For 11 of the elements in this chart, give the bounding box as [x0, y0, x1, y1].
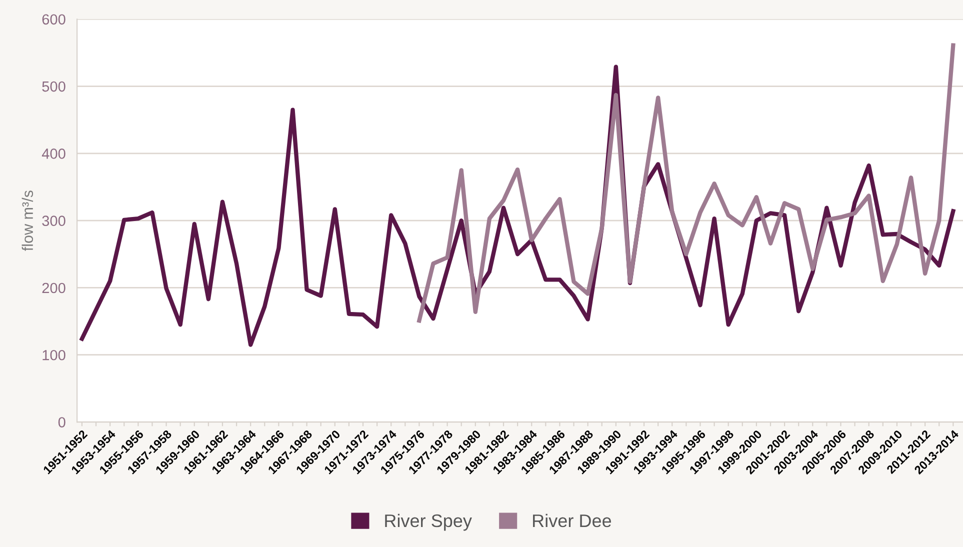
y-tick-label: 400 — [42, 148, 66, 159]
y-tick-label: 500 — [42, 81, 66, 92]
y-axis-title: flow m³/s — [22, 190, 34, 251]
y-tick-label: 100 — [42, 350, 66, 360]
y-tick-label: 0 — [58, 417, 66, 428]
legend-label: River Dee — [533, 514, 612, 528]
line-series — [417, 43, 956, 323]
y-tick-label: 300 — [42, 216, 66, 226]
y-tick-label: 200 — [42, 282, 66, 294]
y-tick-label: 600 — [42, 14, 66, 25]
legend-label: River Spey — [385, 514, 472, 531]
